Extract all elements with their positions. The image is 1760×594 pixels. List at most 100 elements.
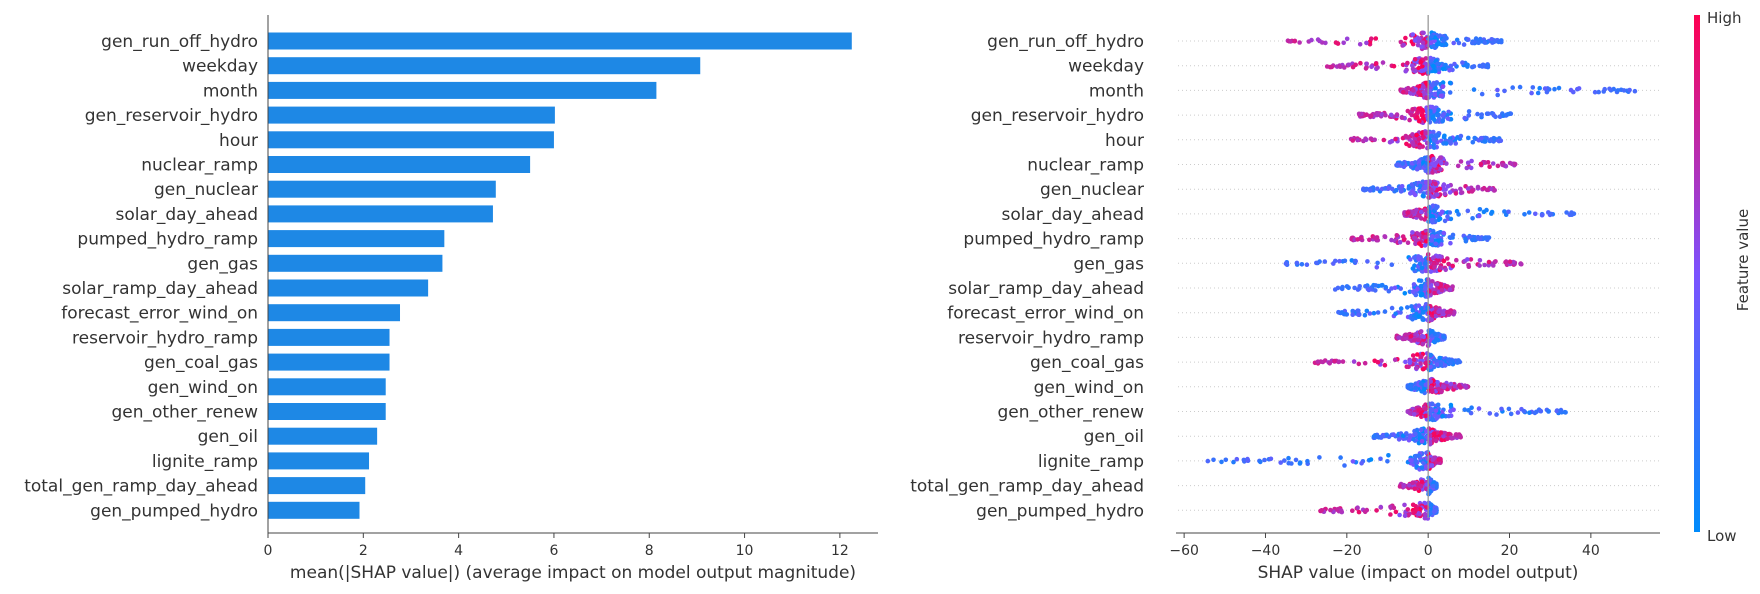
shap-point [1353, 62, 1358, 68]
shap-point [1412, 38, 1418, 43]
shap-point [1419, 68, 1424, 74]
shap-point [1396, 335, 1401, 341]
bee-x-tick-label: −20 [1332, 543, 1362, 559]
shap-point [1413, 160, 1418, 165]
shap-point [1362, 360, 1368, 366]
shap-point [1411, 191, 1417, 196]
shap-point [1530, 85, 1536, 90]
shap-point [1405, 210, 1411, 215]
shap-point [1429, 238, 1434, 243]
shap-point [1521, 408, 1527, 414]
shap-point [1419, 44, 1424, 49]
shap-point [1417, 511, 1422, 517]
shap-point [1472, 135, 1477, 141]
shap-point [1430, 407, 1435, 413]
shap-point [1223, 457, 1229, 463]
bee-x-axis-label: SHAP value (impact on model output) [1258, 563, 1579, 583]
shap-point [1465, 186, 1471, 191]
shap-point [1430, 82, 1435, 88]
shap-point [1414, 166, 1420, 172]
shap-point [1466, 37, 1471, 42]
shap-point [1460, 60, 1465, 65]
shap-point [1393, 136, 1398, 142]
shap-point [1435, 238, 1441, 243]
bar-x-tick-label: 2 [359, 543, 368, 559]
shap-point [1478, 36, 1483, 42]
shap-point [1405, 108, 1411, 114]
shap-point [1448, 216, 1454, 222]
shap-point [1382, 309, 1388, 314]
shap-point [1294, 260, 1300, 266]
shap-point [1367, 311, 1373, 316]
shap-point [1319, 508, 1324, 513]
shap-point [1258, 459, 1263, 465]
shap-point [1431, 156, 1436, 162]
shap-point [1445, 256, 1450, 261]
bee-label-lignite_ramp: lignite_ramp [1038, 452, 1144, 472]
shap-point [1364, 112, 1369, 117]
shap-point [1418, 381, 1424, 386]
shap-point [1420, 110, 1425, 116]
shap-point [1576, 86, 1582, 91]
bar-pumped_hydro_ramp [268, 230, 445, 248]
shap-point [1335, 41, 1341, 46]
shap-point [1408, 333, 1414, 339]
shap-point [1496, 138, 1502, 144]
shap-point [1432, 331, 1438, 337]
shap-point [1341, 40, 1346, 46]
shap-point [1428, 213, 1434, 219]
shap-point [1398, 286, 1403, 291]
shap-point [1416, 163, 1422, 168]
bee-x-tick-label: 20 [1501, 543, 1519, 559]
shap-point [1517, 84, 1523, 90]
shap-point [1479, 112, 1484, 117]
shap-point [1427, 433, 1433, 438]
shap-point [1400, 234, 1406, 239]
shap-point [1602, 86, 1607, 92]
bar-label-weekday: weekday [182, 57, 258, 77]
bar-label-gen_nuclear: gen_nuclear [154, 180, 258, 200]
shap-point [1418, 216, 1424, 221]
shap-point [1468, 257, 1474, 262]
shap-point [1369, 64, 1374, 70]
shap-point [1375, 310, 1381, 315]
bar-gen_other_renew [268, 403, 386, 420]
shap-point [1423, 268, 1429, 274]
bar-weekday [268, 57, 701, 75]
shap-point [1355, 137, 1360, 143]
shap-point [1375, 434, 1381, 440]
shap-point [1432, 412, 1437, 418]
shap-point [1327, 361, 1332, 366]
shap-point [1437, 265, 1443, 271]
shap-point [1379, 358, 1384, 364]
shap-point [1417, 241, 1422, 246]
shap-point [1417, 261, 1423, 267]
shap-point [1379, 434, 1385, 440]
shap-point [1482, 139, 1487, 144]
shap-point [1441, 230, 1446, 236]
shap-point [1418, 354, 1424, 360]
shap-point [1412, 57, 1418, 62]
shap-point [1479, 135, 1484, 141]
shap-point [1412, 486, 1417, 492]
shap-point [1494, 412, 1499, 417]
shap-point [1449, 435, 1454, 441]
shap-point [1485, 64, 1491, 70]
shap-point [1407, 117, 1412, 123]
shap-point [1315, 359, 1321, 365]
shap-point [1337, 258, 1342, 264]
shap-point [1397, 239, 1403, 245]
shap-point [1389, 305, 1395, 311]
shap-point [1401, 89, 1406, 95]
shap-point [1477, 207, 1483, 212]
shap-point [1486, 259, 1492, 265]
shap-point [1621, 88, 1627, 93]
bee-label-weekday: weekday [1068, 57, 1144, 77]
shap-point [1389, 286, 1394, 291]
shap-point [1507, 160, 1513, 166]
shap-point [1297, 461, 1303, 466]
shap-point [1398, 306, 1404, 311]
shap-point [1438, 456, 1443, 462]
shap-point [1418, 361, 1423, 366]
